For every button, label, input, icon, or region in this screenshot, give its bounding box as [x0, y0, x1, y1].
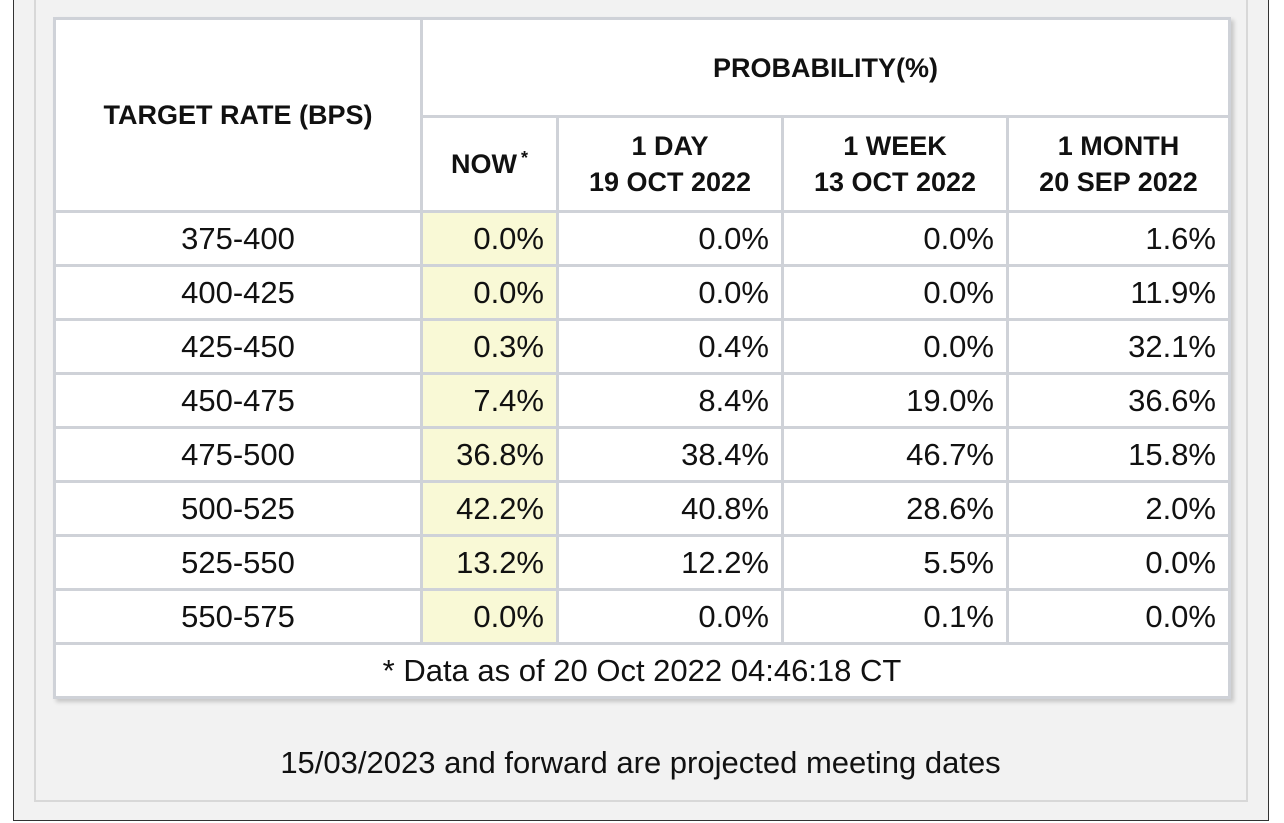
target-rate-cell: 525-550: [53, 534, 423, 591]
one-month-probability-cell: 0.0%: [1006, 534, 1231, 591]
one-day-probability-cell: 12.2%: [556, 534, 784, 591]
probability-header: PROBABILITY(%): [420, 17, 1231, 118]
one-day-probability-cell: 38.4%: [556, 426, 784, 483]
now-probability-cell: 0.3%: [420, 318, 559, 375]
column-header-line1: 1 DAY: [631, 131, 709, 161]
target-rate-cell: 550-575: [53, 588, 423, 645]
now-probability-cell: 7.4%: [420, 372, 559, 429]
table-row: 375-400 0.0% 0.0% 0.0% 1.6%: [53, 210, 1231, 267]
column-header-line2: 20 SEP 2022: [1039, 167, 1198, 197]
one-month-probability-cell: 36.6%: [1006, 372, 1231, 429]
table-row: 425-450 0.3% 0.4% 0.0% 32.1%: [53, 318, 1231, 375]
column-header-1-month: 1 MONTH 20 SEP 2022: [1006, 115, 1231, 213]
target-rate-cell: 400-425: [53, 264, 423, 321]
one-week-probability-cell: 0.0%: [781, 318, 1009, 375]
one-month-probability-cell: 32.1%: [1006, 318, 1231, 375]
table-row: 400-425 0.0% 0.0% 0.0% 11.9%: [53, 264, 1231, 321]
one-day-probability-cell: 0.4%: [556, 318, 784, 375]
asterisk-marker: *: [520, 148, 528, 168]
footnote-row: * Data as of 20 Oct 2022 04:46:18 CT: [53, 642, 1231, 699]
target-rate-header: TARGET RATE (BPS): [53, 17, 423, 213]
one-day-probability-cell: 0.0%: [556, 588, 784, 645]
column-header-line2: 13 OCT 2022: [813, 167, 977, 197]
one-week-probability-cell: 28.6%: [781, 480, 1009, 537]
column-header-line1: 1 MONTH: [1057, 131, 1180, 161]
table-row: 550-575 0.0% 0.0% 0.1% 0.0%: [53, 588, 1231, 645]
one-month-probability-cell: 1.6%: [1006, 210, 1231, 267]
header-row-sub: NOW * 1 DAY 19 OCT 2022 1 WEEK 13 OCT 2022 …: [55, 115, 1231, 213]
one-week-probability-cell: 46.7%: [781, 426, 1009, 483]
target-rate-cell: 500-525: [53, 480, 423, 537]
one-day-probability-cell: 40.8%: [556, 480, 784, 537]
one-week-probability-cell: 0.1%: [781, 588, 1009, 645]
column-header-1-day: 1 DAY 19 OCT 2022: [556, 115, 784, 213]
one-week-probability-cell: 0.0%: [781, 210, 1009, 267]
one-week-probability-cell: 0.0%: [781, 264, 1009, 321]
probability-table: TARGET RATE (BPS) PROBABILITY(%) NOW * 1 …: [53, 17, 1231, 699]
column-header-now: NOW *: [420, 115, 559, 213]
one-month-probability-cell: 15.8%: [1006, 426, 1231, 483]
now-probability-cell: 0.0%: [420, 588, 559, 645]
now-probability-cell: 0.0%: [420, 264, 559, 321]
data-timestamp-footnote: * Data as of 20 Oct 2022 04:46:18 CT: [53, 642, 1231, 699]
one-month-probability-cell: 2.0%: [1006, 480, 1231, 537]
one-week-probability-cell: 19.0%: [781, 372, 1009, 429]
one-month-probability-cell: 11.9%: [1006, 264, 1231, 321]
target-rate-cell: 425-450: [53, 318, 423, 375]
projected-dates-caption: 15/03/2023 and forward are projected mee…: [280, 745, 1001, 780]
table-row: 525-550 13.2% 12.2% 5.5% 0.0%: [53, 534, 1231, 591]
header-row-top: TARGET RATE (BPS) PROBABILITY(%): [53, 17, 1231, 213]
one-week-probability-cell: 5.5%: [781, 534, 1009, 591]
now-probability-cell: 13.2%: [420, 534, 559, 591]
column-header-line1: 1 WEEK: [843, 131, 947, 161]
table-row: 475-500 36.8% 38.4% 46.7% 15.8%: [53, 426, 1231, 483]
table-row: 450-475 7.4% 8.4% 19.0% 36.6%: [53, 372, 1231, 429]
now-probability-cell: 0.0%: [420, 210, 559, 267]
one-month-probability-cell: 0.0%: [1006, 588, 1231, 645]
now-probability-cell: 36.8%: [420, 426, 559, 483]
target-rate-cell: 475-500: [53, 426, 423, 483]
column-header-line2: 19 OCT 2022: [588, 167, 752, 197]
now-probability-cell: 42.2%: [420, 480, 559, 537]
one-day-probability-cell: 8.4%: [556, 372, 784, 429]
target-rate-cell: 375-400: [53, 210, 423, 267]
one-day-probability-cell: 0.0%: [556, 210, 784, 267]
target-rate-cell: 450-475: [53, 372, 423, 429]
table-row: 500-525 42.2% 40.8% 28.6% 2.0%: [53, 480, 1231, 537]
column-header-1-week: 1 WEEK 13 OCT 2022: [781, 115, 1009, 213]
one-day-probability-cell: 0.0%: [556, 264, 784, 321]
column-header-now-label: NOW: [451, 149, 517, 179]
